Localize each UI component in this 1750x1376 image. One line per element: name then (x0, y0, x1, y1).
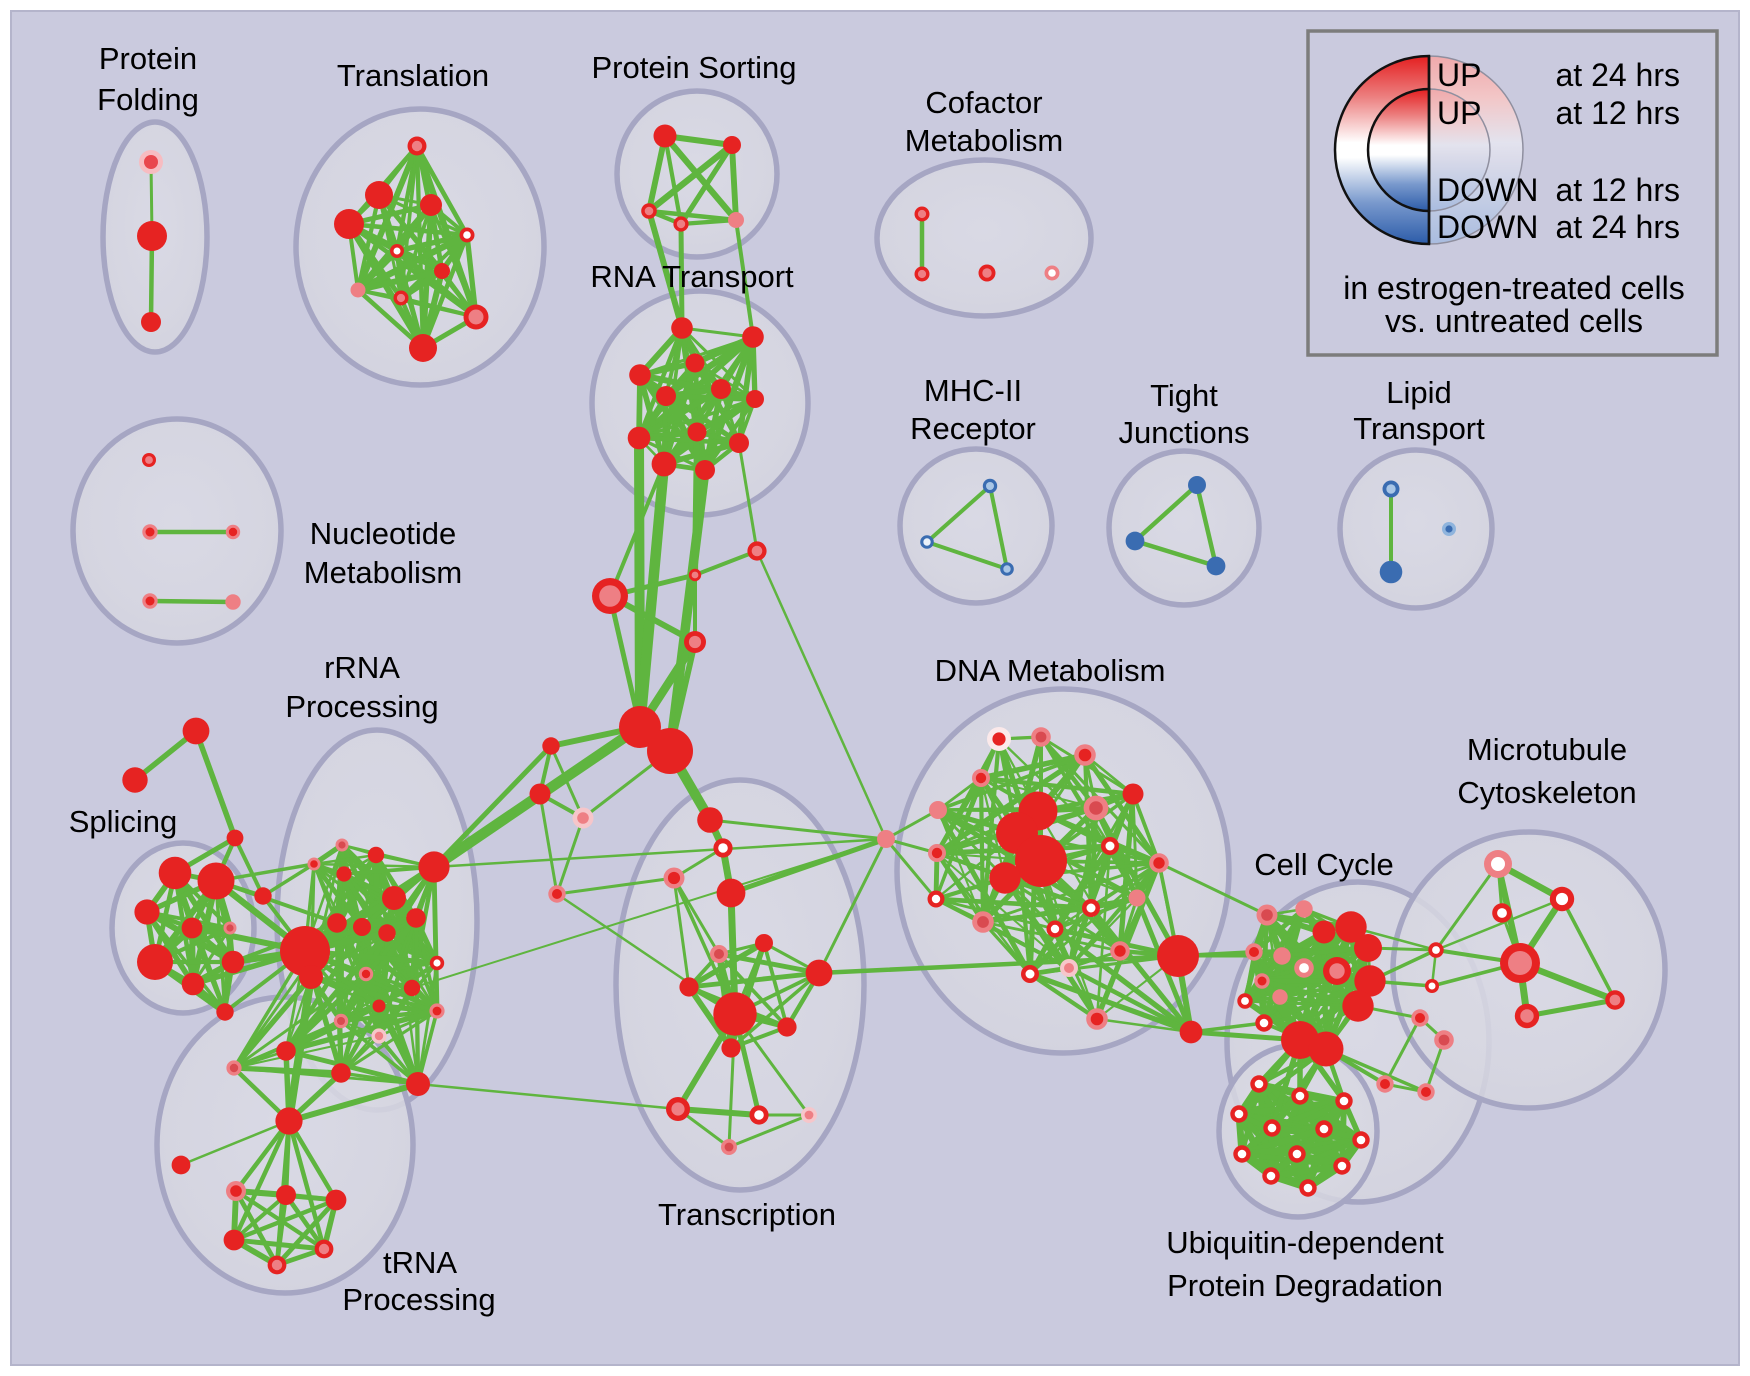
svg-text:DNA Metabolism: DNA Metabolism (935, 653, 1166, 688)
svg-text:Transport: Transport (1353, 411, 1485, 446)
svg-text:Transcription: Transcription (658, 1197, 836, 1232)
svg-text:Protein: Protein (99, 41, 197, 76)
svg-text:Protein Sorting: Protein Sorting (591, 50, 796, 85)
svg-text:Lipid: Lipid (1386, 375, 1452, 410)
svg-text:Cofactor: Cofactor (925, 85, 1042, 120)
svg-text:Folding: Folding (97, 82, 199, 117)
svg-text:in estrogen-treated cells: in estrogen-treated cells (1343, 270, 1685, 306)
svg-text:UP: UP (1437, 95, 1481, 131)
svg-text:Cytoskeleton: Cytoskeleton (1457, 775, 1636, 810)
svg-text:vs. untreated cells: vs. untreated cells (1385, 303, 1643, 339)
svg-text:Metabolism: Metabolism (905, 123, 1064, 158)
svg-text:Microtubule: Microtubule (1467, 732, 1627, 767)
svg-text:tRNA: tRNA (383, 1245, 457, 1280)
svg-text:Ubiquitin-dependent: Ubiquitin-dependent (1166, 1225, 1444, 1260)
svg-text:at 12 hrs: at 12 hrs (1555, 95, 1680, 131)
svg-text:Translation: Translation (337, 58, 489, 93)
svg-text:Processing: Processing (285, 689, 438, 724)
svg-text:Nucleotide: Nucleotide (310, 516, 456, 551)
svg-text:Protein Degradation: Protein Degradation (1167, 1268, 1443, 1303)
svg-text:at 12 hrs: at 12 hrs (1555, 172, 1680, 208)
svg-text:DOWN: DOWN (1437, 209, 1538, 245)
svg-text:at 24 hrs: at 24 hrs (1555, 209, 1680, 245)
svg-text:DOWN: DOWN (1437, 172, 1538, 208)
svg-text:Receptor: Receptor (910, 411, 1036, 446)
svg-text:RNA Transport: RNA Transport (590, 259, 794, 294)
svg-text:UP: UP (1437, 57, 1481, 93)
svg-text:Junctions: Junctions (1119, 415, 1250, 450)
svg-text:at 24 hrs: at 24 hrs (1555, 57, 1680, 93)
svg-text:MHC-II: MHC-II (924, 373, 1022, 408)
svg-text:Tight: Tight (1150, 378, 1218, 413)
svg-text:Splicing: Splicing (69, 804, 178, 839)
svg-text:Metabolism: Metabolism (304, 555, 463, 590)
svg-text:rRNA: rRNA (324, 650, 400, 685)
svg-text:Cell Cycle: Cell Cycle (1254, 847, 1394, 882)
svg-text:Processing: Processing (342, 1282, 495, 1317)
